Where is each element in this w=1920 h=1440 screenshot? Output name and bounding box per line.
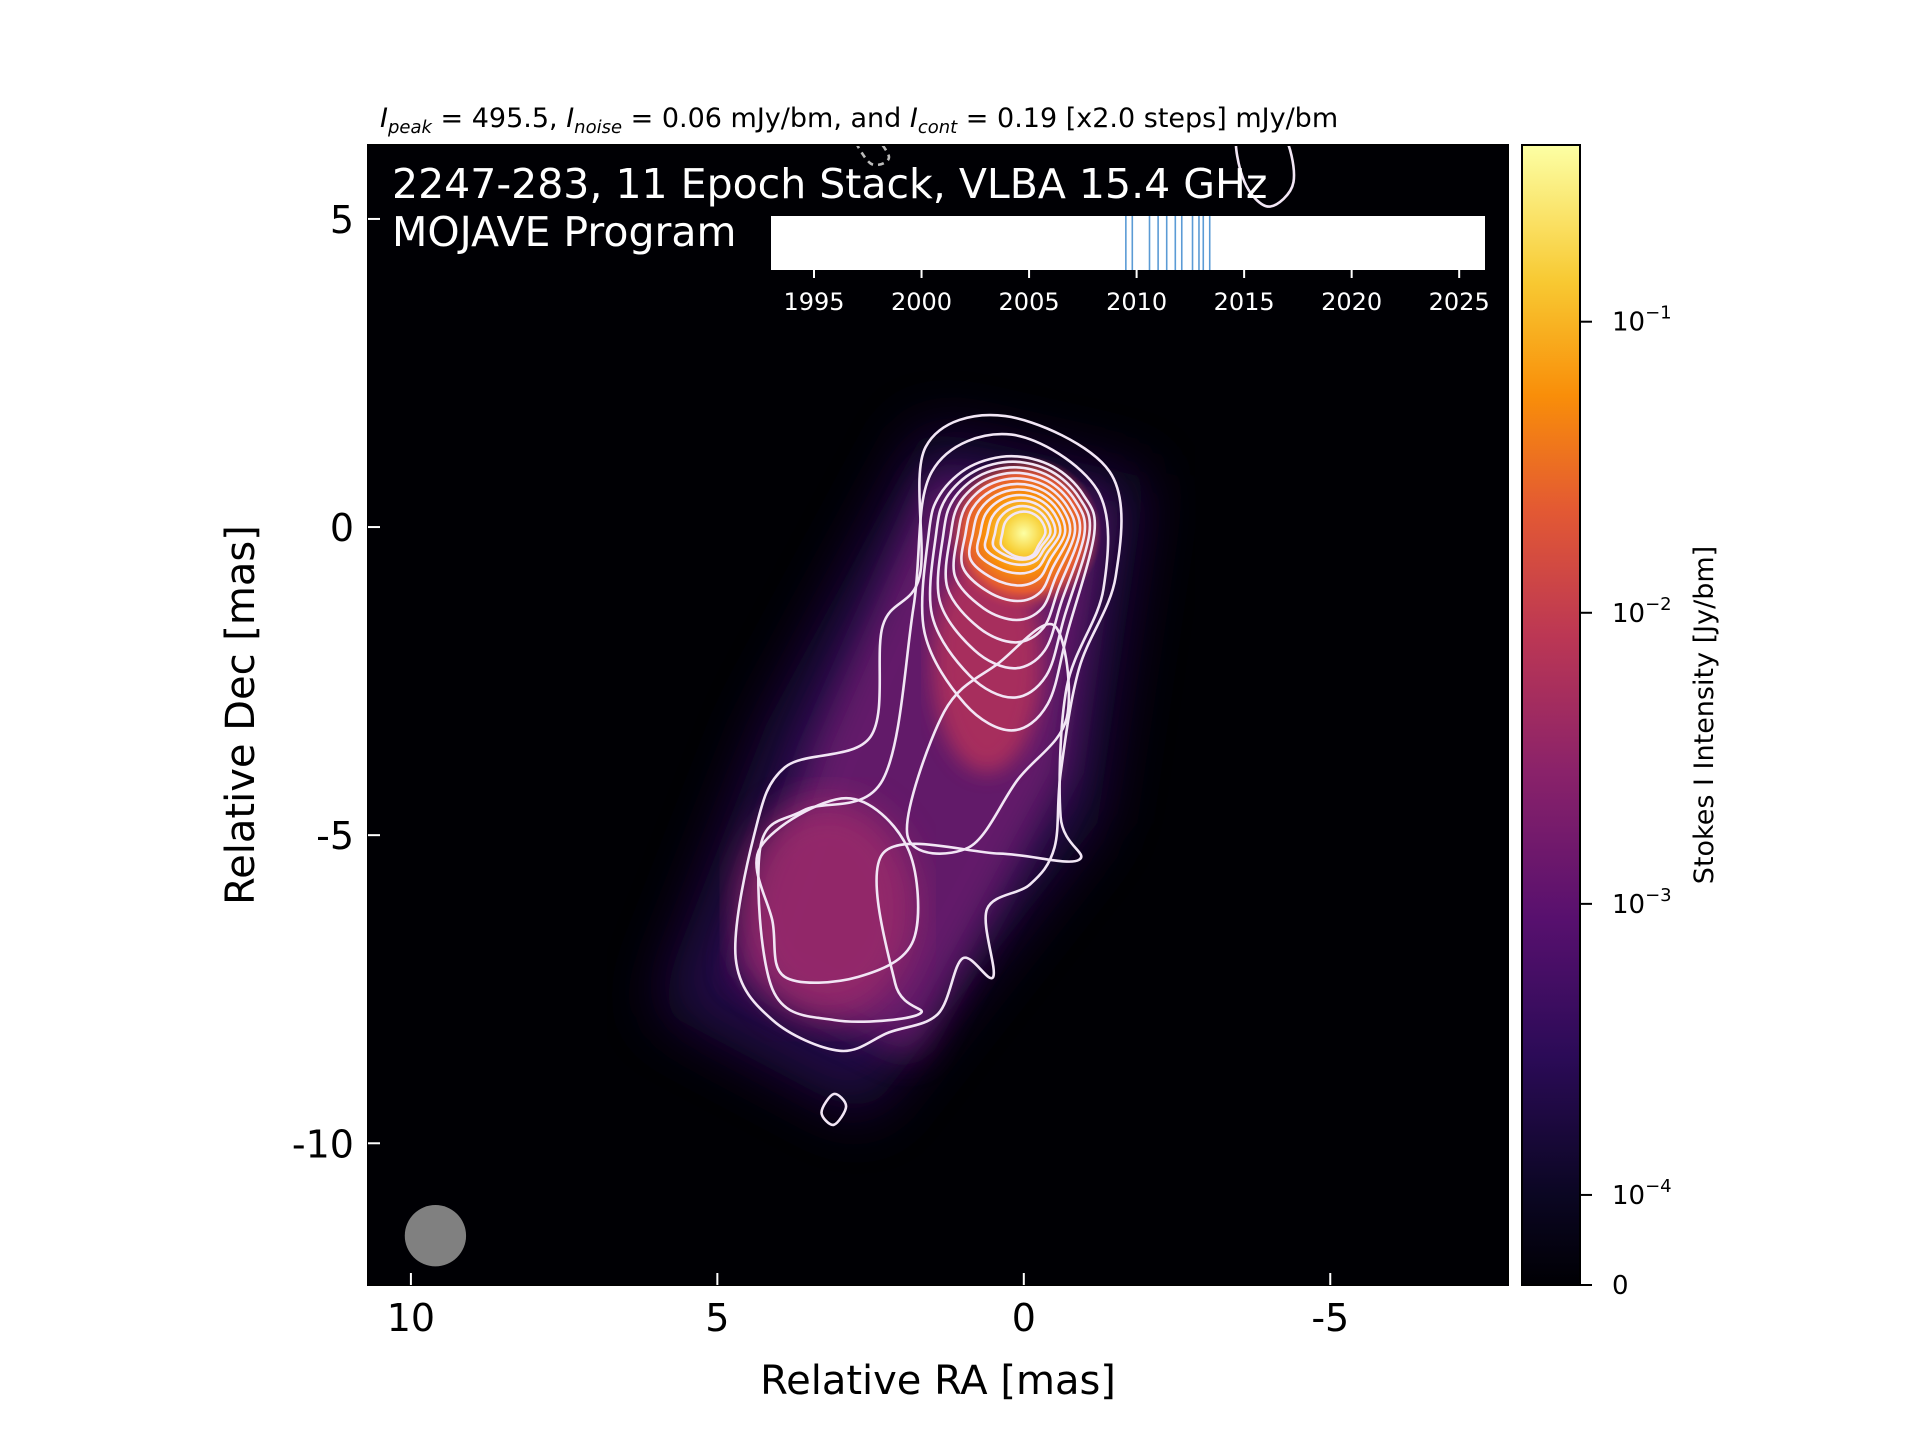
contour-core-6 bbox=[952, 477, 1077, 622]
colorbar: 10−1 10−2 10−3 10−4 0 Stokes I Intensity [Jy… bbox=[1521, 144, 1720, 1301]
contour-core-2 bbox=[983, 499, 1057, 567]
title-noise-sub: noise bbox=[574, 117, 622, 138]
contour-isolated bbox=[820, 1092, 848, 1127]
title-cont-sub: cont bbox=[918, 117, 958, 138]
y-axis: 5 0 -5 -10 bbox=[292, 198, 380, 1166]
contour-core-1 bbox=[991, 504, 1052, 561]
contour-set bbox=[733, 145, 1296, 1127]
colorbar-tick-label: 10−4 bbox=[1612, 1176, 1672, 1211]
colorbar-tick-label: 10−3 bbox=[1612, 885, 1672, 920]
timeline-tick-label: 2000 bbox=[891, 288, 952, 316]
title-peak-sub: peak bbox=[387, 117, 434, 138]
x-axis-label: Relative RA [mas] bbox=[760, 1358, 1116, 1404]
y-axis-label: Relative Dec [mas] bbox=[218, 525, 264, 905]
title-peak-symbol: I bbox=[380, 103, 388, 134]
contour-core-10 bbox=[920, 454, 1097, 732]
x-tick-label: 5 bbox=[705, 1296, 729, 1340]
source-label: 2247-283, 11 Epoch Stack, VLBA 15.4 GHz bbox=[392, 160, 1267, 208]
timeline-tick-label: 2020 bbox=[1321, 288, 1382, 316]
colorbar-tick-label: 10−2 bbox=[1612, 594, 1672, 629]
contour-core-8 bbox=[936, 465, 1087, 670]
plot-frame bbox=[367, 144, 1509, 1286]
colorbar-fill bbox=[1522, 145, 1580, 1285]
contour-core-0 bbox=[999, 510, 1047, 560]
colorbar-frame bbox=[1521, 144, 1581, 1286]
contour-core-4 bbox=[967, 488, 1067, 587]
colorbar-tick-label: 10−1 bbox=[1612, 303, 1672, 338]
timeline-tick-label: 2025 bbox=[1429, 288, 1490, 316]
colorbar-tick-label: 0 bbox=[1612, 1271, 1629, 1301]
contour-outer-0 bbox=[733, 413, 1123, 1053]
timeline-tick-label: 2010 bbox=[1106, 288, 1167, 316]
title-cont-symbol: I bbox=[910, 103, 918, 134]
y-tick-label: 5 bbox=[330, 198, 354, 242]
beam-ellipse bbox=[404, 1205, 467, 1267]
contour-core-5 bbox=[960, 482, 1072, 603]
x-tick-label: 0 bbox=[1012, 1296, 1036, 1340]
contour-jet bbox=[905, 622, 1071, 855]
emission-blob bbox=[737, 799, 918, 1020]
title-cont-value: 0.19 [x2.0 steps] mJy/bm bbox=[997, 103, 1338, 134]
contour-negative bbox=[855, 145, 891, 167]
contour-core-3 bbox=[975, 493, 1062, 575]
epoch-timeline-box bbox=[771, 216, 1485, 270]
y-tick-label: -5 bbox=[316, 814, 354, 858]
x-tick-label: 10 bbox=[387, 1296, 435, 1340]
title-peak-value: 495.5 bbox=[472, 103, 549, 134]
colorbar-label: Stokes I Intensity [Jy/bm] bbox=[1689, 546, 1720, 884]
chart-title: Ipeak = 495.5, Inoise = 0.06 mJy/bm, and… bbox=[380, 103, 1338, 138]
contour-outer-1 bbox=[757, 432, 1110, 1023]
x-axis: 10 5 0 -5 bbox=[387, 1273, 1349, 1340]
contour-core-7 bbox=[944, 471, 1082, 644]
y-tick-label: -10 bbox=[292, 1122, 354, 1166]
x-tick-label: -5 bbox=[1311, 1296, 1349, 1340]
timeline-tick-label: 2005 bbox=[999, 288, 1060, 316]
timeline-tick-label: 1995 bbox=[783, 288, 844, 316]
contour-blob bbox=[755, 796, 920, 985]
title-noise-value: 0.06 mJy/bm, and bbox=[662, 103, 910, 134]
timeline-tick-label: 2015 bbox=[1214, 288, 1275, 316]
title-noise-symbol: I bbox=[566, 103, 574, 134]
program-label: MOJAVE Program bbox=[392, 208, 736, 256]
contour-top bbox=[1234, 145, 1296, 208]
contour-core-9 bbox=[928, 460, 1092, 699]
y-tick-label: 0 bbox=[330, 506, 354, 550]
epoch-timeline: 1995 2000 2005 2010 2015 2020 2025 bbox=[771, 216, 1490, 316]
